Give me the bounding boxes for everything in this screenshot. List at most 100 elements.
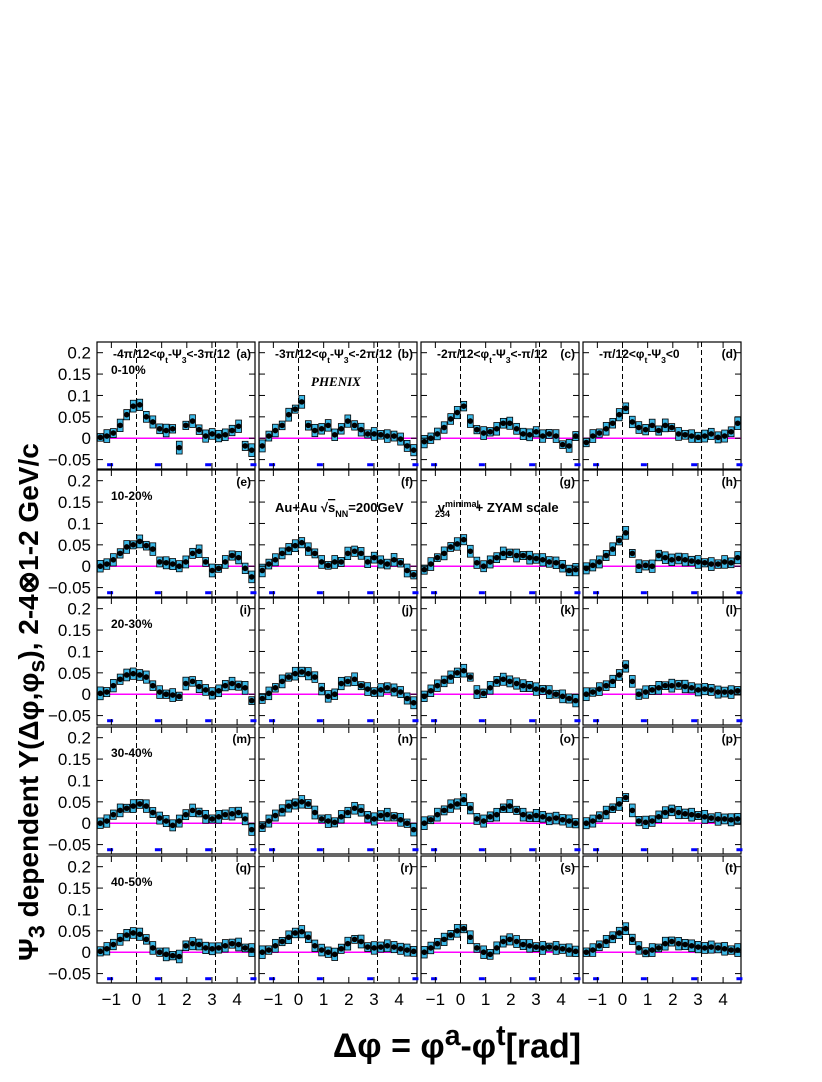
data-point: [675, 682, 682, 688]
blue-marker: [316, 848, 323, 852]
panel-q: 0.20.150.10.050−0.05−1 0 1 2 3 4(q)40-50%: [48, 855, 257, 1009]
data-point: [404, 443, 410, 449]
blue-marker: [250, 463, 257, 467]
data-point: [708, 687, 715, 693]
blue-marker: [640, 719, 647, 723]
data-point: [143, 542, 150, 549]
data-point: [701, 559, 708, 566]
panel-m: 0.2 0.15 0.1 0.05 0 −0.05 (m) 30-40%: [48, 726, 257, 855]
blue-marker: [593, 719, 600, 723]
blue-marker: [412, 848, 419, 852]
data-point: [655, 684, 662, 691]
data-point: [454, 801, 461, 807]
data-point: [305, 422, 312, 429]
data-point: [467, 548, 474, 555]
data-point: [384, 433, 391, 439]
x-tick-label: −1: [264, 990, 283, 1009]
data-point: [682, 556, 688, 563]
data-point: [513, 938, 520, 945]
data-point: [500, 676, 507, 683]
phenix-label: PHENIX: [311, 374, 361, 389]
panel-frame: [258, 597, 418, 726]
panel-frame: [582, 341, 742, 470]
data-point: [338, 813, 345, 820]
data-point: [305, 801, 312, 807]
data-point: [642, 819, 649, 826]
data-point: [559, 945, 566, 952]
y-tick-label: −0.05: [48, 707, 91, 726]
y-tick-label: 0.2: [67, 858, 91, 877]
data-point: [603, 426, 609, 432]
data-point: [441, 807, 447, 814]
panel-frame: [582, 855, 742, 984]
data-point: [209, 567, 215, 574]
data-point: [668, 682, 675, 689]
x-tick-label: 0: [618, 990, 627, 1009]
data-point: [688, 684, 695, 691]
data-point: [285, 934, 292, 941]
x-tick-label: 0: [456, 990, 465, 1009]
data-point: [675, 940, 682, 947]
data-point: [384, 561, 391, 567]
data-point: [117, 550, 123, 557]
panel-id: (m): [232, 732, 251, 746]
y-tick-label: 0.2: [67, 729, 91, 748]
data-point: [371, 689, 377, 695]
data-point: [434, 940, 441, 947]
blue-marker: [269, 463, 276, 467]
data-point: [189, 550, 196, 557]
data-point: [428, 945, 434, 951]
panel-frame: [420, 597, 580, 726]
data-point: [156, 815, 163, 821]
blue-marker: [412, 463, 419, 467]
data-point: [480, 818, 487, 824]
x-tick-label: 0: [294, 990, 303, 1009]
y-tick-label: 0.15: [58, 493, 91, 512]
blue-marker: [154, 977, 161, 981]
data-point: [279, 938, 285, 945]
data-point: [110, 941, 117, 948]
data-point: [338, 559, 345, 565]
data-point: [559, 563, 566, 570]
data-point: [202, 433, 209, 439]
blue-marker: [154, 591, 161, 595]
panel-id: (e): [236, 475, 251, 489]
blue-marker: [691, 463, 698, 467]
blue-marker: [736, 977, 743, 981]
data-point: [421, 693, 428, 700]
x-tick-label: 4: [232, 990, 241, 1009]
y-tick-label: 0.15: [58, 365, 91, 384]
data-point: [655, 427, 662, 434]
data-point: [668, 807, 675, 814]
panel-id: (a): [236, 347, 251, 361]
blue-marker: [640, 591, 647, 595]
data-point: [130, 803, 137, 809]
data-point: [292, 930, 299, 936]
blue-marker: [269, 719, 276, 723]
data-point: [272, 812, 279, 819]
data-point: [285, 411, 292, 418]
panel-id: (f): [401, 475, 413, 489]
data-point: [344, 418, 351, 424]
data-point: [410, 826, 417, 833]
data-point: [520, 552, 526, 559]
data-point: [325, 949, 331, 956]
data-point: [553, 691, 559, 698]
data-point: [616, 930, 623, 936]
panel-frame: [258, 341, 418, 470]
data-point: [196, 809, 202, 816]
data-point: [150, 682, 156, 689]
data-point: [298, 399, 305, 405]
data-point: [351, 548, 358, 555]
x-tick-label: 3: [531, 990, 540, 1009]
blue-marker: [316, 977, 323, 981]
blue-marker: [107, 977, 114, 981]
data-point: [688, 433, 695, 439]
data-point: [467, 674, 474, 680]
y-tick-label: 0: [82, 943, 91, 962]
data-point: [123, 544, 130, 550]
data-point: [447, 544, 454, 550]
data-point: [391, 556, 397, 563]
data-point: [682, 811, 688, 817]
y-axis-label: Ψ3 dependent Y(Δφ,φs), 2-4⊗1-2 GeV/c: [13, 443, 50, 961]
